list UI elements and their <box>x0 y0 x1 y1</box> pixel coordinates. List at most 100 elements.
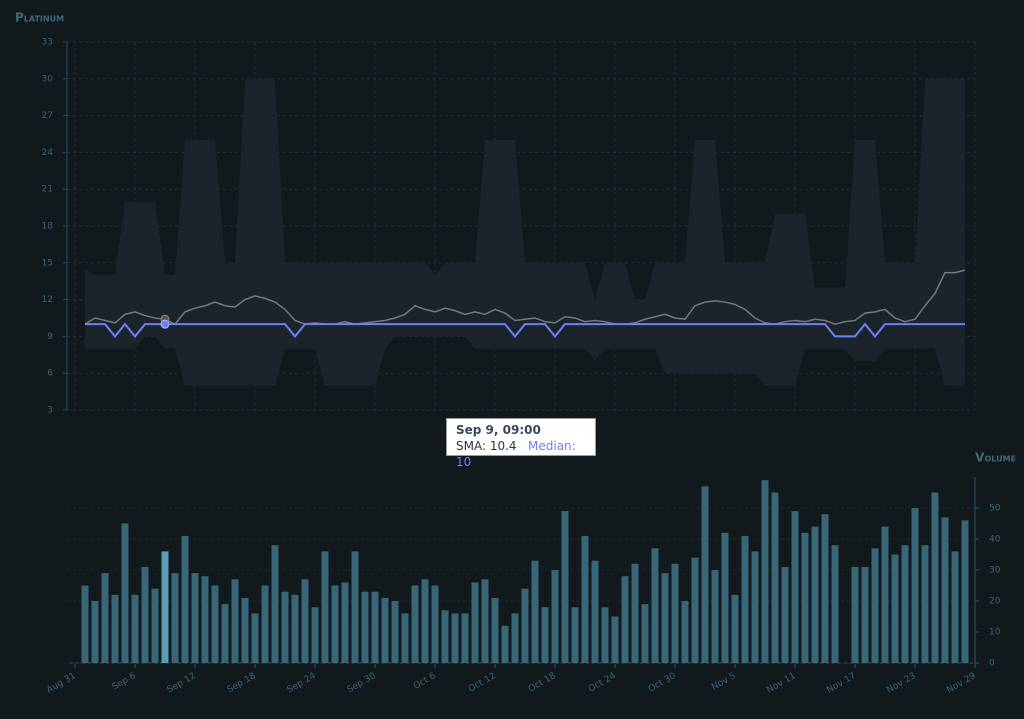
volume-bar <box>761 480 769 663</box>
volume-bar <box>181 535 189 663</box>
tooltip: Sep 9, 09:00 SMA: 10.4 Median: 10 <box>446 418 596 469</box>
tooltip-value: 10 <box>456 455 472 469</box>
volume-bar <box>861 566 869 663</box>
volume-bar <box>131 594 139 663</box>
volume-bar <box>581 535 589 663</box>
volume-bar <box>471 582 479 663</box>
x-tick-label: Oct 24 <box>587 671 618 695</box>
volume-bar <box>881 526 889 663</box>
volume-bar <box>531 560 539 663</box>
volume-bar <box>411 585 419 663</box>
tooltip-label: SMA: <box>456 439 487 453</box>
x-tick-label: Sep 30 <box>346 671 378 695</box>
volume-bar <box>451 613 459 663</box>
x-tick-label: Nov 17 <box>825 671 858 696</box>
x-tick-label: Sep 12 <box>166 671 198 695</box>
volume-bar <box>811 526 819 663</box>
volume-bar <box>141 566 149 663</box>
volume-bar <box>211 585 219 663</box>
volume-bar <box>681 601 689 663</box>
median-line <box>85 322 965 338</box>
volume-bar <box>331 585 339 663</box>
volume-bar <box>571 607 579 663</box>
volume-bar <box>161 551 169 663</box>
volume-bar <box>941 517 949 663</box>
volume-bar <box>831 545 839 663</box>
volume-bar <box>701 486 709 663</box>
range-band <box>85 78 965 386</box>
y-tick-label: 27 <box>42 111 53 121</box>
volume-bar <box>781 566 789 663</box>
volume-bar <box>951 551 959 663</box>
x-tick-label: Aug 31 <box>45 671 78 696</box>
x-tick-label: Sep 6 <box>111 671 138 693</box>
x-tick-label: Nov 29 <box>945 671 978 696</box>
volume-bar <box>301 579 309 663</box>
volume-bar <box>661 573 669 663</box>
y-tick-label: 6 <box>47 369 53 379</box>
volume-bar <box>791 511 799 663</box>
volume-bar <box>281 591 289 663</box>
volume-bar <box>731 594 739 663</box>
volume-bar <box>261 585 269 663</box>
y2-tick-label: 20 <box>989 597 1001 607</box>
x-tick-label: Nov 23 <box>885 671 918 696</box>
volume-bar <box>551 570 559 663</box>
y2-tick-label: 10 <box>989 628 1001 638</box>
volume-bar <box>931 492 939 663</box>
volume-bar <box>631 563 639 663</box>
volume-bar <box>391 601 399 663</box>
volume-bar <box>121 523 129 663</box>
y-tick-label: 9 <box>47 332 53 342</box>
volume-bar <box>81 585 89 663</box>
tooltip-title: Sep 9, 09:00 <box>456 423 541 437</box>
volume-bar <box>291 594 299 663</box>
volume-bar <box>821 514 829 663</box>
volume-bar <box>441 610 449 663</box>
volume-bar <box>901 545 909 663</box>
x-tick-label: Oct 18 <box>527 671 558 695</box>
y2-tick-label: 50 <box>989 504 1001 514</box>
volume-bar <box>461 613 469 663</box>
volume-bar <box>651 548 659 663</box>
volume-bar <box>371 591 379 663</box>
x-tick-label: Nov 11 <box>765 671 798 696</box>
y-tick-label: 30 <box>42 74 54 84</box>
tooltip-value: 10.4 <box>489 439 517 453</box>
volume-bar <box>501 625 509 663</box>
y2-axis-title: Volume <box>975 451 1016 465</box>
volume-bar <box>801 532 809 663</box>
volume-bar <box>591 560 599 663</box>
x-tick-label: Oct 6 <box>412 671 438 692</box>
volume-bar <box>541 607 549 663</box>
volume-bar <box>101 573 109 663</box>
volume-bar <box>481 579 489 663</box>
volume-bar <box>431 585 439 663</box>
x-tick-label: Sep 24 <box>286 671 318 695</box>
volume-bar <box>271 545 279 663</box>
y2-tick-label: 30 <box>989 566 1001 576</box>
volume-bar <box>621 576 629 663</box>
volume-bar <box>851 566 859 663</box>
volume-bar <box>241 597 249 663</box>
volume-bar <box>641 604 649 663</box>
y-tick-label: 3 <box>47 406 53 416</box>
volume-bar <box>751 551 759 663</box>
volume-bar <box>771 492 779 663</box>
volume-bar <box>601 607 609 663</box>
volume-bar <box>421 579 429 663</box>
volume-bar <box>891 554 899 663</box>
volume-bar <box>671 563 679 663</box>
volume-bar <box>711 570 719 663</box>
volume-bar <box>361 591 369 663</box>
chart-title: Platinum <box>15 11 64 25</box>
volume-bar <box>341 582 349 663</box>
volume-bar <box>721 532 729 663</box>
x-tick-label: Oct 30 <box>647 671 678 695</box>
y2-tick-label: 40 <box>989 535 1001 545</box>
median-point <box>160 319 170 329</box>
x-tick-label: Nov 5 <box>710 671 738 693</box>
volume-bar <box>691 557 699 663</box>
volume-bar <box>911 508 919 663</box>
volume-bar <box>221 604 229 663</box>
